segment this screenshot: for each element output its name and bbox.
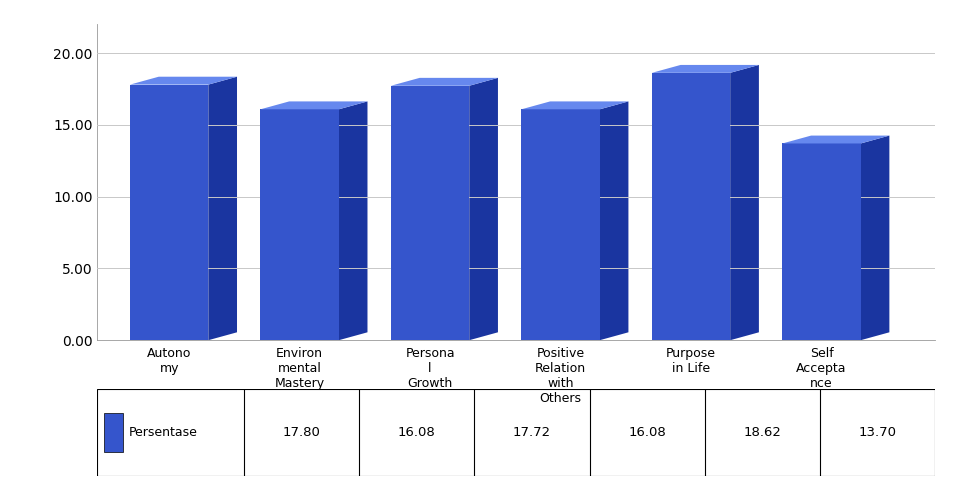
Polygon shape [730,65,759,340]
Text: 17.80: 17.80 [282,426,320,439]
Bar [391,86,469,340]
Polygon shape [208,77,237,340]
Bar [130,85,208,340]
Text: 16.08: 16.08 [397,426,435,439]
Polygon shape [339,102,367,340]
Polygon shape [521,102,628,109]
Bar [521,109,600,340]
Text: Persentase: Persentase [130,426,198,439]
Bar [260,109,339,340]
Text: 18.62: 18.62 [743,426,781,439]
Polygon shape [469,78,498,340]
Text: 13.70: 13.70 [858,426,896,439]
FancyBboxPatch shape [104,413,123,452]
Bar [652,73,730,340]
Text: 16.08: 16.08 [628,426,666,439]
Text: 17.72: 17.72 [513,426,551,439]
Polygon shape [391,78,498,86]
Polygon shape [260,102,367,109]
Bar [782,143,861,340]
Polygon shape [130,77,237,85]
Polygon shape [652,65,759,73]
Polygon shape [861,136,889,340]
Polygon shape [782,136,889,143]
Polygon shape [600,102,628,340]
